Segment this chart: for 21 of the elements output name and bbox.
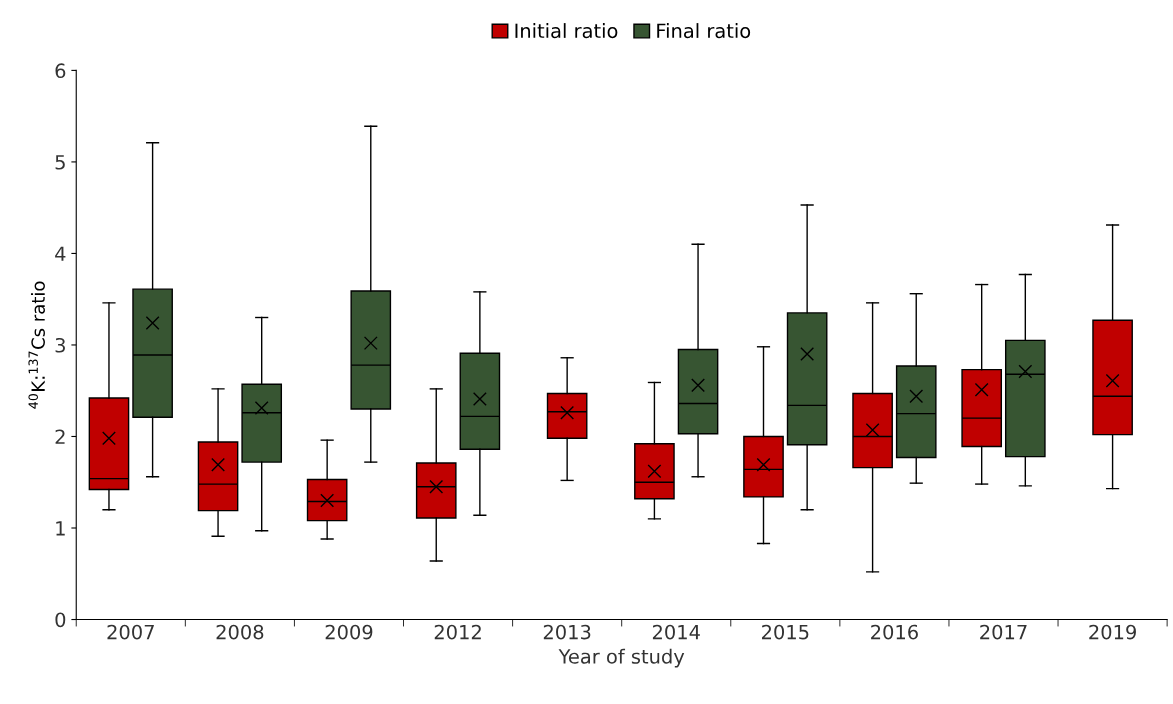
- y-axis-title: $^{40}$K:$^{137}$Cs ratio: [28, 281, 45, 409]
- x-axis-title: Year of study: [558, 648, 685, 668]
- y-tick-label: 1: [56, 521, 65, 536]
- x-tick-label: 2008: [216, 624, 264, 640]
- y-tick-label: 0: [55, 612, 66, 628]
- y-tick-label: 5: [55, 155, 65, 170]
- y-tick-label: 2: [55, 429, 65, 444]
- y-tick-label: 6: [55, 63, 66, 79]
- legend-label: Initial ratio: [515, 23, 618, 39]
- y-tick-label: 4: [55, 246, 66, 261]
- y-tick-label: 3: [55, 337, 65, 353]
- x-tick-label: 2014: [652, 624, 700, 640]
- x-tick-label: 2013: [543, 624, 591, 640]
- x-tick-label: 2019: [1089, 624, 1136, 640]
- x-tick-label: 2016: [871, 624, 918, 640]
- x-tick-label: 2012: [434, 624, 481, 640]
- x-tick-label: 2017: [980, 624, 1027, 640]
- x-tick-label: 2015: [762, 624, 809, 640]
- x-tick-label: 2009: [325, 624, 373, 640]
- x-tick-label: 2007: [107, 624, 154, 640]
- legend-label: Final ratio: [657, 23, 751, 39]
